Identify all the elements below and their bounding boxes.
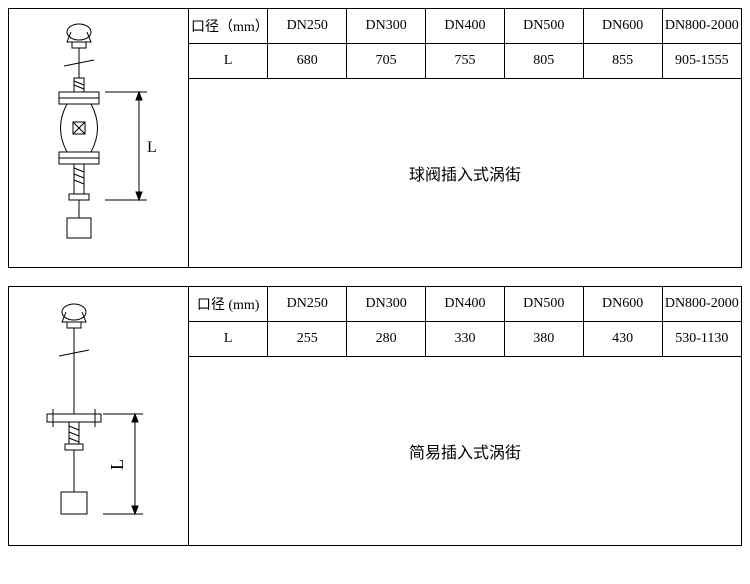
value-cell: 380 xyxy=(504,322,583,357)
row-label-cell: L xyxy=(189,44,268,79)
content-ball-valve: 口径（mm） DN250 DN300 DN400 DN500 DN600 DN8… xyxy=(189,9,741,267)
header-cell: DN600 xyxy=(583,9,662,44)
value-cell: 530-1130 xyxy=(662,322,741,357)
dim-label-L-2: L xyxy=(107,459,127,470)
dim-label-L-1: L xyxy=(147,139,157,156)
header-cell: DN800-2000 xyxy=(662,287,741,322)
header-cell: DN600 xyxy=(583,287,662,322)
value-cell: 680 xyxy=(268,44,347,79)
panel-ball-valve: L 口径（mm） DN250 DN300 DN400 DN500 DN600 D… xyxy=(8,8,742,268)
header-cell: DN250 xyxy=(268,287,347,322)
table-row: 口径 (mm) DN250 DN300 DN400 DN500 DN600 DN… xyxy=(189,287,741,322)
header-cell: DN300 xyxy=(347,287,426,322)
caption-ball-valve: 球阀插入式涡街 xyxy=(189,79,741,267)
diagram-simple-insert: L xyxy=(9,287,189,545)
ball-valve-svg: L xyxy=(19,18,179,258)
header-cell: DN250 xyxy=(268,9,347,44)
value-cell: 280 xyxy=(347,322,426,357)
caption-simple-insert: 简易插入式涡街 xyxy=(189,357,741,545)
value-cell: 855 xyxy=(583,44,662,79)
header-cell: DN300 xyxy=(347,9,426,44)
value-cell: 430 xyxy=(583,322,662,357)
value-cell: 905-1555 xyxy=(662,44,741,79)
content-simple-insert: 口径 (mm) DN250 DN300 DN400 DN500 DN600 DN… xyxy=(189,287,741,545)
value-cell: 705 xyxy=(347,44,426,79)
header-cell: DN400 xyxy=(426,287,505,322)
header-cell: 口径（mm） xyxy=(189,9,268,44)
value-cell: 255 xyxy=(268,322,347,357)
table-ball-valve: 口径（mm） DN250 DN300 DN400 DN500 DN600 DN8… xyxy=(189,9,741,79)
diagram-ball-valve: L xyxy=(9,9,189,267)
value-cell: 330 xyxy=(426,322,505,357)
table-row: L 680 705 755 805 855 905-1555 xyxy=(189,44,741,79)
row-label-cell: L xyxy=(189,322,268,357)
table-row: 口径（mm） DN250 DN300 DN400 DN500 DN600 DN8… xyxy=(189,9,741,44)
header-cell: DN500 xyxy=(504,9,583,44)
header-cell: 口径 (mm) xyxy=(189,287,268,322)
simple-insert-svg: L xyxy=(19,296,179,536)
value-cell: 755 xyxy=(426,44,505,79)
panel-simple-insert: L 口径 (mm) DN250 DN300 DN400 DN500 DN600 … xyxy=(8,286,742,546)
header-cell: DN400 xyxy=(426,9,505,44)
table-row: L 255 280 330 380 430 530-1130 xyxy=(189,322,741,357)
value-cell: 805 xyxy=(504,44,583,79)
header-cell: DN500 xyxy=(504,287,583,322)
header-cell: DN800-2000 xyxy=(662,9,741,44)
table-simple-insert: 口径 (mm) DN250 DN300 DN400 DN500 DN600 DN… xyxy=(189,287,741,357)
